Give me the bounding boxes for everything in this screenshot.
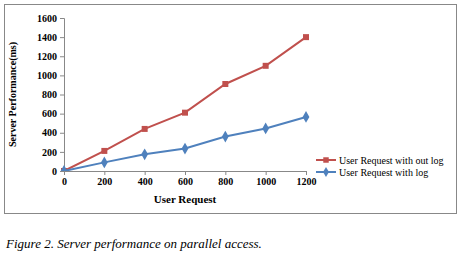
chart: 0 200 400 600 800 1000 1200 0 200 400 600 800 1000 12… [0, 0, 464, 266]
y-axis-line [60, 19, 65, 172]
y-tick: 1600 [37, 13, 64, 24]
y-tick-label: 1600 [37, 13, 57, 24]
y-tick: 1000 [37, 70, 64, 81]
y-axis: 0 200 400 600 800 1000 1200 1400 1600 [37, 13, 65, 177]
x-tick-label: 1200 [297, 176, 317, 187]
y-tick-mark [60, 114, 64, 115]
x-axis-title: User Request [154, 193, 217, 205]
series-marker [142, 126, 148, 132]
y-tick-mark [60, 171, 64, 172]
series-marker [141, 148, 148, 160]
y-tick: 600 [42, 108, 64, 119]
x-tick-label: 200 [97, 176, 112, 187]
x-tick: 0 [62, 171, 67, 187]
x-tick: 1000 [256, 171, 276, 187]
legend-item: User Request with out log [316, 155, 443, 166]
x-tick-mark [104, 171, 105, 175]
y-tick: 400 [42, 127, 64, 138]
x-axis: 0 200 400 600 800 1000 1200 [62, 171, 317, 187]
x-tick-mark [266, 171, 267, 175]
y-tick-mark [60, 18, 64, 19]
x-tick-mark [185, 171, 186, 175]
series-marker [303, 111, 310, 123]
y-tick: 0 [52, 166, 64, 177]
y-tick-label: 400 [42, 127, 57, 138]
x-tick-mark [306, 171, 307, 175]
series-marker [303, 34, 309, 40]
series-marker [262, 123, 269, 135]
legend-marker [323, 157, 328, 162]
x-tick-label: 0 [62, 176, 67, 187]
x-tick: 200 [97, 171, 112, 187]
y-tick-mark [60, 37, 64, 38]
y-tick: 200 [42, 147, 64, 158]
y-tick-mark [60, 152, 64, 153]
y-axis-title: Server Performance(ms) [7, 42, 19, 147]
x-tick-label: 400 [138, 176, 153, 187]
y-tick-label: 800 [42, 89, 57, 100]
y-tick: 1200 [37, 51, 64, 62]
y-tick: 1400 [37, 32, 64, 43]
x-tick-mark [145, 171, 146, 175]
legend-marker [323, 167, 329, 177]
x-tick: 800 [218, 171, 233, 187]
series-marker [222, 131, 229, 143]
plot-area [61, 34, 310, 171]
x-axis-line [65, 172, 307, 176]
series-marker [182, 110, 188, 116]
y-tick-label: 600 [42, 108, 57, 119]
legend-label: User Request with out log [339, 155, 443, 166]
y-tick-mark [60, 56, 64, 57]
y-tick-label: 1400 [37, 32, 57, 43]
series-marker [61, 165, 68, 171]
series-line [64, 37, 306, 171]
series-marker [263, 63, 269, 69]
legend: User Request with out logUser Request wi… [316, 155, 443, 178]
series-line [64, 117, 306, 171]
x-tick-mark [225, 171, 226, 175]
x-tick-label: 1000 [256, 176, 276, 187]
y-tick-label: 200 [42, 147, 57, 158]
x-tick: 1200 [297, 171, 317, 187]
x-tick: 600 [178, 171, 193, 187]
chart-frame [5, 5, 457, 214]
x-tick-label: 800 [218, 176, 233, 187]
y-tick-mark [60, 95, 64, 96]
y-tick-mark [60, 75, 64, 76]
caption: Figure 2. Server performance on parallel… [5, 236, 262, 251]
y-tick-label: 1200 [37, 51, 57, 62]
legend-item: User Request with log [316, 167, 428, 178]
series-marker [182, 143, 189, 155]
y-tick-label: 0 [52, 166, 57, 177]
series-marker [222, 81, 228, 87]
y-tick-label: 1000 [37, 70, 57, 81]
legend-label: User Request with log [339, 167, 428, 178]
series-marker [101, 157, 108, 169]
x-tick-label: 600 [178, 176, 193, 187]
series-marker [101, 148, 107, 154]
x-tick: 400 [138, 171, 153, 187]
y-tick-mark [60, 133, 64, 134]
y-tick: 800 [42, 89, 64, 100]
